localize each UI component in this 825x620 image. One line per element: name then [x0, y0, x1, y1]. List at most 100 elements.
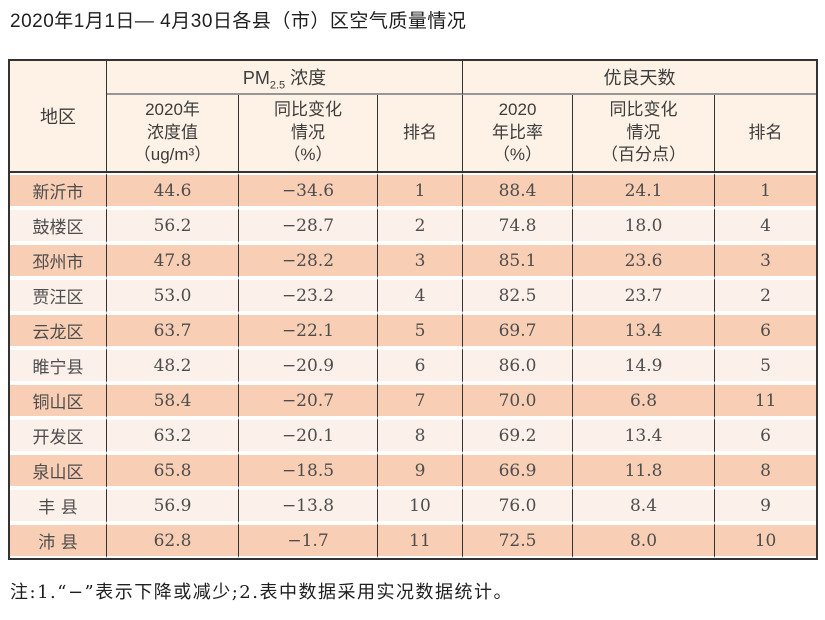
pm-rank-cell: 6	[378, 348, 463, 383]
pm-change-cell: −20.7	[239, 383, 378, 418]
region-cell: 泉山区	[10, 453, 107, 488]
table-row: 沛 县 62.8 −1.7 11 72.5 8.0 10	[10, 523, 817, 558]
pm-rank-cell: 5	[378, 313, 463, 348]
rate-cell: 76.0	[463, 488, 573, 523]
pm-rank-cell: 4	[378, 278, 463, 313]
table-row: 睢宁县 48.2 −20.9 6 86.0 14.9 5	[10, 348, 817, 383]
pm-value-cell: 65.8	[107, 453, 239, 488]
region-cell: 开发区	[10, 418, 107, 453]
rate-cell: 88.4	[463, 173, 573, 208]
rank-cell: 8	[715, 453, 817, 488]
rank-cell: 1	[715, 173, 817, 208]
rate-cell: 72.5	[463, 523, 573, 558]
pm-rank-cell: 3	[378, 243, 463, 278]
rank-cell: 4	[715, 208, 817, 243]
rate-change-cell: 13.4	[573, 418, 715, 453]
pm-subscript: 2.5	[269, 79, 286, 92]
pm-rank-cell: 7	[378, 383, 463, 418]
page-title: 2020年1月1日— 4月30日各县（市）区空气质量情况	[10, 11, 467, 32]
region-cell: 沛 县	[10, 523, 107, 558]
pm-value-cell: 63.7	[107, 313, 239, 348]
air-quality-table: 地区 PM2.5 浓度 优良天数 2020年 浓度值 （ug/m³） 同比变化 …	[8, 59, 819, 560]
pm-change-cell: −18.5	[239, 453, 378, 488]
rate-cell: 86.0	[463, 348, 573, 383]
rank-cell: 2	[715, 278, 817, 313]
region-cell: 鼓楼区	[10, 208, 107, 243]
pm-value-cell: 58.4	[107, 383, 239, 418]
header-sub-row: 2020年 浓度值 （ug/m³） 同比变化 情况 （%） 排名 2020 年比…	[10, 95, 817, 173]
table-body: 新沂市 44.6 −34.6 1 88.4 24.1 1 鼓楼区 56.2 −2…	[10, 173, 817, 558]
pm-change-cell: −28.2	[239, 243, 378, 278]
rate-cell: 85.1	[463, 243, 573, 278]
rank-cell: 10	[715, 523, 817, 558]
region-cell: 邳州市	[10, 243, 107, 278]
rate-change-cell: 11.8	[573, 453, 715, 488]
rate-cell: 74.8	[463, 208, 573, 243]
header-pm-group: PM2.5 浓度	[107, 61, 463, 95]
rate-cell: 70.0	[463, 383, 573, 418]
table-row: 邳州市 47.8 −28.2 3 85.1 23.6 3	[10, 243, 817, 278]
rate-change-cell: 14.9	[573, 348, 715, 383]
pm-value-cell: 62.8	[107, 523, 239, 558]
pm-rank-cell: 9	[378, 453, 463, 488]
header-days-change: 同比变化 情况 （百分点）	[573, 95, 715, 173]
rank-cell: 3	[715, 243, 817, 278]
header-group-row: 地区 PM2.5 浓度 优良天数	[10, 61, 817, 173]
table-header: 地区 PM2.5 浓度 优良天数 2020年 浓度值 （ug/m³） 同比变化 …	[10, 61, 817, 173]
pm-value-cell: 56.9	[107, 488, 239, 523]
region-cell: 贾汪区	[10, 278, 107, 313]
header-days-rank: 排名	[715, 95, 817, 173]
header-pm-change: 同比变化 情况 （%）	[239, 95, 378, 173]
pm-value-cell: 56.2	[107, 208, 239, 243]
rate-change-cell: 23.6	[573, 243, 715, 278]
pm-change-cell: −34.6	[239, 173, 378, 208]
pm-change-cell: −20.1	[239, 418, 378, 453]
rate-cell: 69.2	[463, 418, 573, 453]
table-row: 开发区 63.2 −20.1 8 69.2 13.4 6	[10, 418, 817, 453]
region-cell: 睢宁县	[10, 348, 107, 383]
table-row: 新沂市 44.6 −34.6 1 88.4 24.1 1	[10, 173, 817, 208]
rate-change-cell: 8.4	[573, 488, 715, 523]
rate-change-cell: 23.7	[573, 278, 715, 313]
rate-change-cell: 18.0	[573, 208, 715, 243]
pm-change-cell: −23.2	[239, 278, 378, 313]
pm-value-cell: 63.2	[107, 418, 239, 453]
rate-cell: 66.9	[463, 453, 573, 488]
table-row: 铜山区 58.4 −20.7 7 70.0 6.8 11	[10, 383, 817, 418]
rank-cell: 6	[715, 313, 817, 348]
pm-value-cell: 44.6	[107, 173, 239, 208]
footnote: 注:1.“−”表示下降或减少;2.表中数据采用实况数据统计。	[10, 582, 513, 603]
table-row: 鼓楼区 56.2 −28.7 2 74.8 18.0 4	[10, 208, 817, 243]
region-cell: 丰 县	[10, 488, 107, 523]
pm-change-cell: −28.7	[239, 208, 378, 243]
pm-change-cell: −22.1	[239, 313, 378, 348]
header-days-group: 优良天数	[463, 61, 817, 95]
pm-change-cell: −13.8	[239, 488, 378, 523]
rank-cell: 9	[715, 488, 817, 523]
pm-value-cell: 48.2	[107, 348, 239, 383]
pm-change-cell: −1.7	[239, 523, 378, 558]
rate-cell: 69.7	[463, 313, 573, 348]
rate-change-cell: 8.0	[573, 523, 715, 558]
rank-cell: 5	[715, 348, 817, 383]
rate-change-cell: 24.1	[573, 173, 715, 208]
pm-rank-cell: 8	[378, 418, 463, 453]
pm-label-suffix: 浓度	[285, 68, 327, 88]
table-row: 泉山区 65.8 −18.5 9 66.9 11.8 8	[10, 453, 817, 488]
pm-rank-cell: 11	[378, 523, 463, 558]
region-cell: 铜山区	[10, 383, 107, 418]
pm-rank-cell: 10	[378, 488, 463, 523]
header-pm-value: 2020年 浓度值 （ug/m³）	[107, 95, 239, 173]
pm-value-cell: 53.0	[107, 278, 239, 313]
pm-change-cell: −20.9	[239, 348, 378, 383]
header-pm-rank: 排名	[378, 95, 463, 173]
page: 2020年1月1日— 4月30日各县（市）区空气质量情况 地区 PM2.5 浓度…	[8, 11, 819, 603]
header-region: 地区	[10, 61, 107, 173]
table-row: 丰 县 56.9 −13.8 10 76.0 8.4 9	[10, 488, 817, 523]
rank-cell: 6	[715, 418, 817, 453]
region-cell: 新沂市	[10, 173, 107, 208]
rank-cell: 11	[715, 383, 817, 418]
header-days-rate: 2020 年比率 （%）	[463, 95, 573, 173]
region-cell: 云龙区	[10, 313, 107, 348]
table-row: 云龙区 63.7 −22.1 5 69.7 13.4 6	[10, 313, 817, 348]
